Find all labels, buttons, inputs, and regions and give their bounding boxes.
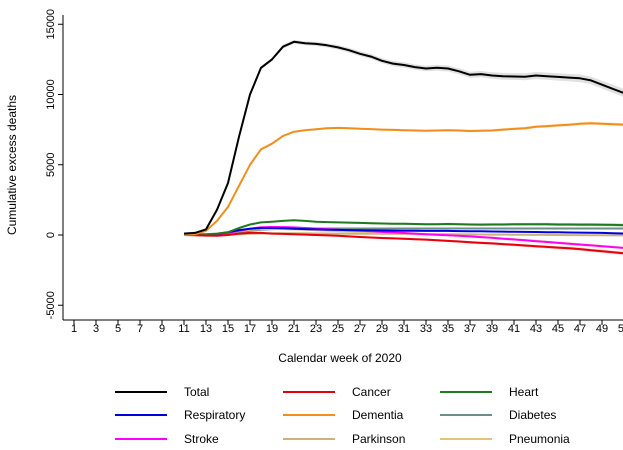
x-tick-label: 35	[442, 323, 454, 335]
legend-label-stroke: Stroke	[184, 432, 219, 446]
heart-band	[184, 219, 623, 235]
legend: Total Cancer Heart Respiratory Dementia Diabe…	[115, 385, 570, 446]
y-tick-label: 10000	[45, 79, 57, 110]
x-tick-label: 51	[618, 323, 623, 335]
heart-series-line	[184, 219, 623, 236]
x-tick-label: 11	[178, 323, 189, 335]
x-tick-label: 5	[115, 323, 121, 335]
cancer-band	[184, 232, 623, 255]
dementia-band	[184, 121, 623, 236]
x-tick-label: 45	[552, 323, 564, 335]
y-tick-label: -5000	[45, 291, 57, 319]
legend-label-respiratory: Respiratory	[184, 408, 245, 422]
legend-label-total: Total	[184, 385, 209, 399]
x-tick-label: 29	[376, 323, 388, 335]
series-lines	[183, 39, 623, 255]
x-tick-label: 37	[464, 323, 476, 335]
y-tick-label: 0	[45, 232, 57, 238]
x-tick-label: 33	[420, 323, 432, 335]
x-tick-label: 43	[530, 323, 542, 335]
legend-label-pneumonia: Pneumonia	[509, 432, 570, 446]
x-tick-label: 15	[222, 323, 234, 335]
y-tick-label: 5000	[45, 153, 57, 177]
x-tick-label: 7	[137, 323, 143, 335]
x-tick-label: 27	[354, 323, 366, 335]
legend-label-dementia: Dementia	[352, 408, 404, 422]
legend-label-parkinson: Parkinson	[352, 432, 405, 446]
x-tick-label: 41	[508, 323, 520, 335]
plot-area	[183, 39, 623, 255]
x-tick-label: 23	[310, 323, 322, 335]
legend-label-heart: Heart	[509, 385, 539, 399]
x-tick-label: 3	[93, 323, 99, 335]
x-tick-label: 13	[200, 323, 212, 335]
x-tick-label: 25	[332, 323, 344, 335]
x-tick-label: 19	[266, 323, 278, 335]
x-tick-label: 1	[71, 323, 77, 335]
total-series-line	[183, 40, 623, 235]
x-tick-label: 17	[244, 323, 256, 335]
total-band	[184, 39, 623, 235]
y-tick-label: 15000	[45, 9, 57, 40]
x-axis-label: Calendar week of 2020	[278, 351, 402, 365]
x-tick-label: 39	[486, 323, 498, 335]
dementia-series-line	[183, 122, 623, 236]
x-tick-label: 9	[159, 323, 165, 335]
x-tick-label: 47	[574, 323, 586, 335]
x-tick-label: 21	[288, 323, 300, 335]
respiratory-series-line	[184, 227, 623, 236]
x-tick-label: 31	[398, 323, 410, 335]
legend-label-diabetes: Diabetes	[509, 408, 556, 422]
y-axis-label: Cumulative excess deaths	[5, 95, 19, 235]
legend-label-cancer: Cancer	[352, 385, 391, 399]
x-tick-label: 49	[596, 323, 608, 335]
cancer-series-line	[183, 231, 623, 255]
